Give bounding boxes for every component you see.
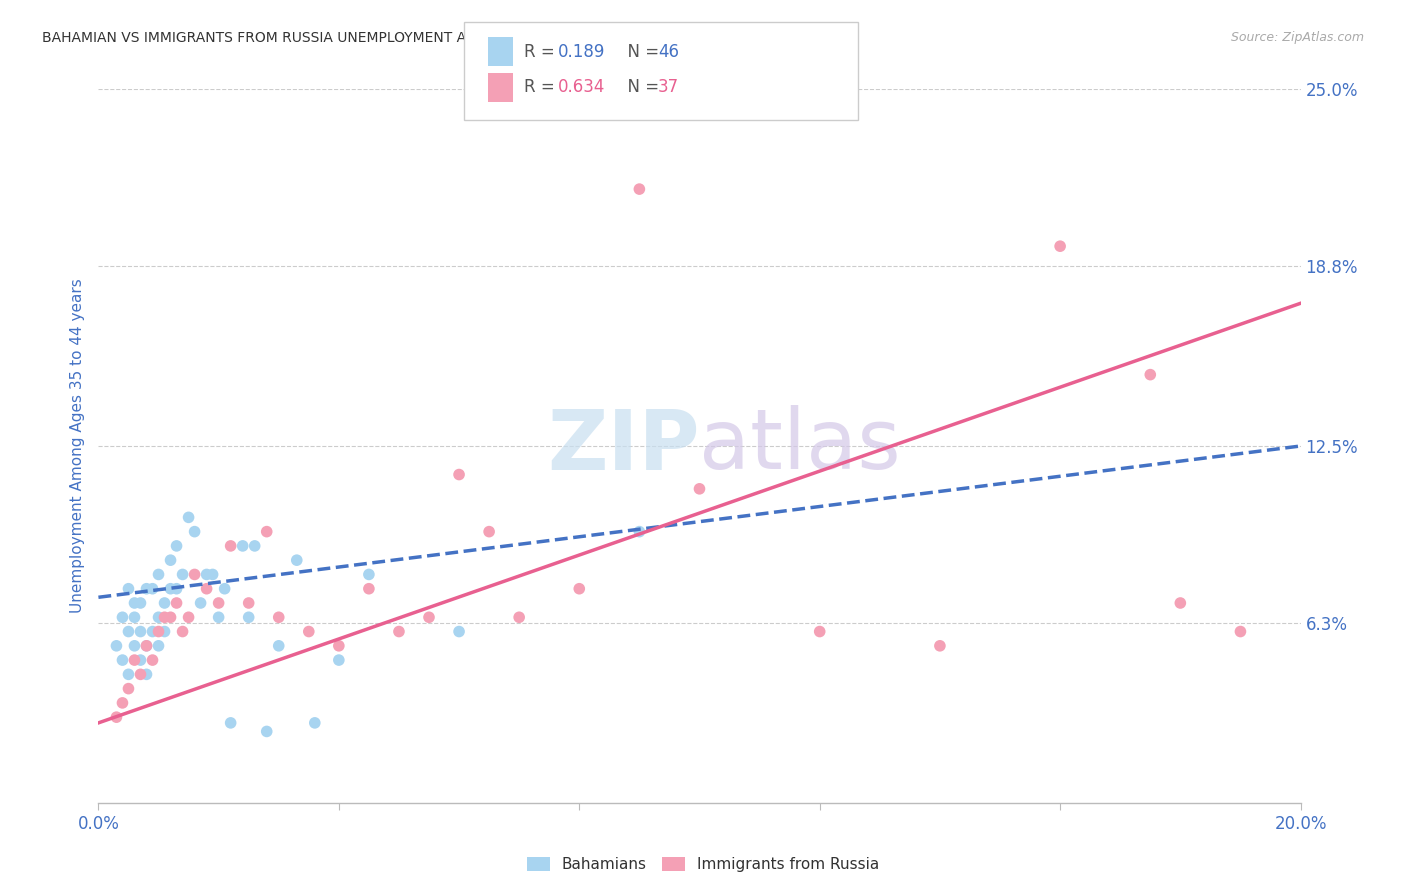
Y-axis label: Unemployment Among Ages 35 to 44 years: Unemployment Among Ages 35 to 44 years <box>69 278 84 614</box>
Point <box>159 553 181 567</box>
Point <box>267 610 290 624</box>
Point <box>195 582 218 596</box>
Text: R =: R = <box>524 43 561 61</box>
Point <box>232 539 254 553</box>
Point <box>478 524 501 539</box>
Point <box>357 567 380 582</box>
Point <box>208 596 231 610</box>
Point <box>243 539 266 553</box>
Point <box>508 610 530 624</box>
Point <box>357 582 380 596</box>
Point <box>328 639 350 653</box>
Point <box>111 653 134 667</box>
Point <box>111 696 134 710</box>
Point <box>153 610 176 624</box>
Point <box>135 667 157 681</box>
Point <box>124 610 146 624</box>
Point <box>256 724 278 739</box>
Point <box>129 667 152 681</box>
Point <box>124 639 146 653</box>
Point <box>166 539 188 553</box>
Point <box>153 624 176 639</box>
Point <box>238 596 260 610</box>
Point <box>129 653 152 667</box>
Point <box>929 639 952 653</box>
Point <box>195 567 218 582</box>
Point <box>418 610 440 624</box>
Point <box>105 710 128 724</box>
Point <box>141 582 163 596</box>
Point <box>148 639 170 653</box>
Point <box>135 582 157 596</box>
Point <box>135 639 157 653</box>
Point <box>298 624 321 639</box>
Point <box>628 182 651 196</box>
Point <box>117 667 139 681</box>
Point <box>328 653 350 667</box>
Point <box>689 482 711 496</box>
Point <box>1049 239 1071 253</box>
Point <box>141 653 163 667</box>
Point <box>238 610 260 624</box>
Point <box>129 596 152 610</box>
Point <box>166 582 188 596</box>
Point <box>1170 596 1192 610</box>
Text: 37: 37 <box>658 78 679 96</box>
Point <box>208 610 231 624</box>
Point <box>568 582 591 596</box>
Point <box>219 539 242 553</box>
Point <box>148 610 170 624</box>
Point <box>172 624 194 639</box>
Point <box>267 639 290 653</box>
Point <box>219 715 242 730</box>
Text: R =: R = <box>524 78 561 96</box>
Point <box>148 624 170 639</box>
Point <box>1139 368 1161 382</box>
Point <box>105 639 128 653</box>
Text: N =: N = <box>617 78 665 96</box>
Point <box>1229 624 1251 639</box>
Legend: Bahamians, Immigrants from Russia: Bahamians, Immigrants from Russia <box>519 849 887 880</box>
Point <box>285 553 308 567</box>
Text: 0.189: 0.189 <box>558 43 606 61</box>
Point <box>447 624 470 639</box>
Point <box>201 567 224 582</box>
Point <box>177 610 200 624</box>
Point <box>111 610 134 624</box>
Point <box>304 715 326 730</box>
Point <box>117 624 139 639</box>
Point <box>159 610 181 624</box>
Point <box>388 624 411 639</box>
Text: ZIP: ZIP <box>547 406 700 486</box>
Text: 46: 46 <box>658 43 679 61</box>
Point <box>447 467 470 482</box>
Point <box>183 524 205 539</box>
Point <box>153 596 176 610</box>
Point <box>190 596 212 610</box>
Point <box>141 624 163 639</box>
Point <box>214 582 236 596</box>
Point <box>628 524 651 539</box>
Text: N =: N = <box>617 43 665 61</box>
Point <box>172 567 194 582</box>
Text: BAHAMIAN VS IMMIGRANTS FROM RUSSIA UNEMPLOYMENT AMONG AGES 35 TO 44 YEARS CORREL: BAHAMIAN VS IMMIGRANTS FROM RUSSIA UNEMP… <box>42 31 824 45</box>
Point <box>256 524 278 539</box>
Point <box>124 653 146 667</box>
Point <box>808 624 831 639</box>
Point <box>129 624 152 639</box>
Point <box>117 681 139 696</box>
Point <box>124 596 146 610</box>
Point <box>135 639 157 653</box>
Text: atlas: atlas <box>700 406 901 486</box>
Text: 0.634: 0.634 <box>558 78 606 96</box>
Point <box>148 567 170 582</box>
Point <box>117 582 139 596</box>
Point <box>177 510 200 524</box>
Point <box>166 596 188 610</box>
Point <box>159 582 181 596</box>
Text: Source: ZipAtlas.com: Source: ZipAtlas.com <box>1230 31 1364 45</box>
Point <box>183 567 205 582</box>
